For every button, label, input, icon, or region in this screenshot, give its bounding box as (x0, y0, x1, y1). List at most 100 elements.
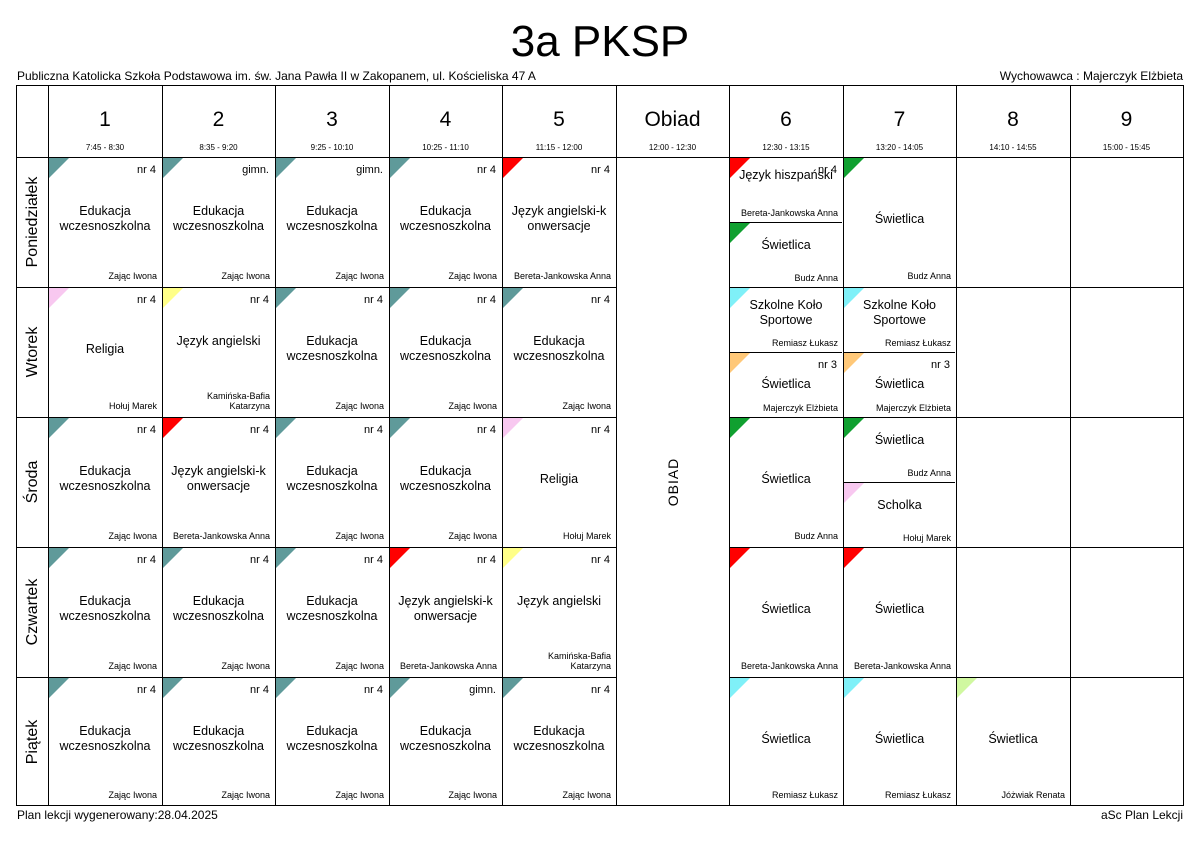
lesson-cell[interactable]: nr 4 Język angielski Kamińska-Bafia Katarz… (503, 548, 615, 676)
room-label: nr 4 (591, 424, 610, 436)
lesson-cell[interactable]: Świetlica Budz Anna (730, 418, 842, 546)
room-label: nr 4 (818, 164, 837, 176)
lesson-cell[interactable]: Świetlica Remiasz Łukasz (730, 678, 842, 805)
period-number: 7 (893, 108, 906, 131)
lesson-cell[interactable]: Świetlica Bereta-Jankowska Anna (844, 548, 955, 676)
teacher-name: Zając Iwona (335, 271, 384, 281)
lesson-cell[interactable]: nr 4 Edukacja wczesnoszkolna Zając Iwona (390, 158, 501, 286)
subject-name: Język angielski-k onwersacje (511, 204, 607, 233)
room-label: nr 4 (477, 424, 496, 436)
lesson-cell[interactable]: nr 4 Edukacja wczesnoszkolna Zając Iwona (276, 288, 388, 416)
teacher-name: Budz Anna (907, 271, 951, 281)
lesson-cell[interactable]: nr 4 Edukacja wczesnoszkolna Zając Iwona (390, 288, 501, 416)
color-marker (844, 678, 864, 698)
lesson-cell[interactable]: nr 4 Język angielski-k onwersacje Bereta-J… (503, 158, 615, 286)
grid-line (17, 676, 616, 678)
teacher-name: Majerczyk Elżbieta (875, 403, 951, 413)
room-label: nr 4 (137, 554, 156, 566)
teacher-name: Remiasz Łukasz (884, 338, 951, 348)
color-marker (49, 288, 69, 308)
lesson-cell[interactable]: Scholka Hołuj Marek (844, 483, 955, 546)
teacher-name: Zając Iwona (335, 401, 384, 411)
grid-line (728, 86, 730, 806)
lesson-cell[interactable]: gimn. Edukacja wczesnoszkolna Zając Iwona (163, 158, 274, 286)
lesson-cell[interactable]: nr 4 Edukacja wczesnoszkolna Zając Iwona (276, 418, 388, 546)
period-number: 9 (1120, 108, 1133, 131)
lesson-cell[interactable]: nr 4 Edukacja wczesnoszkolna Zając Iwona (503, 678, 615, 805)
period-header: 8 14:10 - 14:55 (956, 86, 1070, 157)
color-marker (503, 158, 523, 178)
subject-name: Edukacja wczesnoszkolna (399, 724, 491, 753)
color-marker (844, 288, 864, 308)
subject-name: Edukacja wczesnoszkolna (286, 724, 378, 753)
teacher-name: Budz Anna (907, 468, 951, 478)
lesson-cell[interactable]: Świetlica Budz Anna (844, 418, 955, 481)
school-name: Publiczna Katolicka Szkoła Podstawowa im… (17, 69, 536, 83)
room-label: nr 4 (591, 554, 610, 566)
lesson-cell[interactable]: nr 4 Edukacja wczesnoszkolna Zając Iwona (49, 678, 161, 805)
teacher-name: Zając Iwona (108, 531, 157, 541)
lesson-cell[interactable]: nr 4 Edukacja wczesnoszkolna Zając Iwona (163, 678, 274, 805)
color-marker (730, 223, 750, 243)
lesson-cell[interactable]: nr 4 Edukacja wczesnoszkolna Zając Iwona (49, 418, 161, 546)
grid-line (615, 86, 617, 806)
subject-name: Edukacja wczesnoszkolna (513, 334, 605, 363)
teacher-name: Zając Iwona (108, 661, 157, 671)
subject-name: Szkolne Koło Sportowe (863, 298, 936, 327)
color-marker (49, 548, 69, 568)
period-header: Obiad 12:00 - 12:30 (616, 86, 729, 157)
teacher-name: Remiasz Łukasz (771, 338, 838, 348)
color-marker (163, 158, 183, 178)
color-marker (163, 288, 183, 308)
split-divider (844, 482, 955, 483)
lesson-cell[interactable]: gimn. Edukacja wczesnoszkolna Zając Iwona (390, 678, 501, 805)
subject-name: Edukacja wczesnoszkolna (286, 334, 378, 363)
period-time: 13:20 - 14:05 (875, 143, 924, 152)
lesson-cell[interactable]: nr 4 Edukacja wczesnoszkolna Zając Iwona (49, 548, 161, 676)
color-marker (503, 548, 523, 568)
lesson-cell[interactable]: nr 4 Edukacja wczesnoszkolna Zając Iwona (276, 678, 388, 805)
lesson-cell[interactable]: Świetlica Remiasz Łukasz (844, 678, 955, 805)
lesson-cell[interactable]: nr 4 Edukacja wczesnoszkolna Zając Iwona (390, 418, 501, 546)
split-divider (730, 352, 842, 353)
lesson-cell[interactable]: Świetlica Bereta-Jankowska Anna (730, 548, 842, 676)
teacher-name: Bereta-Jankowska Anna (513, 271, 611, 281)
lesson-cell[interactable]: Szkolne Koło Sportowe Remiasz Łukasz (844, 288, 955, 351)
lesson-cell[interactable]: nr 4 Edukacja wczesnoszkolna Zając Iwona (503, 288, 615, 416)
grid-line (17, 286, 616, 288)
room-label: nr 4 (364, 424, 383, 436)
room-label: gimn. (469, 684, 496, 696)
lesson-cell[interactable]: Świetlica Budz Anna (730, 223, 842, 286)
day-label: Poniedziałek (17, 157, 48, 287)
teacher-name: Zając Iwona (335, 531, 384, 541)
obiad-label: OBIAD (664, 457, 681, 506)
lesson-cell[interactable]: nr 4 Edukacja wczesnoszkolna Zając Iwona (49, 158, 161, 286)
lesson-cell[interactable]: nr 4 Język angielski Kamińska-Bafia Katarz… (163, 288, 274, 416)
lesson-cell[interactable]: nr 4 Religia Hołuj Marek (503, 418, 615, 546)
room-label: nr 4 (137, 294, 156, 306)
teacher-name: Bereta-Jankowska Anna (740, 208, 838, 218)
lesson-cell[interactable]: Szkolne Koło Sportowe Remiasz Łukasz (730, 288, 842, 351)
color-marker (844, 158, 864, 178)
lesson-cell[interactable]: gimn. Edukacja wczesnoszkolna Zając Iwona (276, 158, 388, 286)
color-marker (49, 678, 69, 698)
obiad-column: OBIAD (616, 157, 729, 806)
lesson-cell[interactable]: Świetlica Jóżwiak Renata (957, 678, 1069, 805)
period-number: 1 (99, 108, 111, 131)
teacher-name: Zając Iwona (221, 661, 270, 671)
lesson-cell[interactable]: nr 4 Religia Hołuj Marek (49, 288, 161, 416)
period-number: 6 (780, 108, 792, 131)
lesson-cell[interactable]: nr 4 Edukacja wczesnoszkolna Zając Iwona (163, 548, 274, 676)
day-name: Środa (23, 460, 41, 504)
room-label: nr 3 (818, 359, 837, 371)
lesson-cell[interactable]: nr 3 Świetlica Majerczyk Elżbieta (730, 353, 842, 416)
lesson-cell[interactable]: nr 4 Język hiszpański Bereta-Jankowska Ann… (730, 158, 842, 221)
subject-name: Świetlica (874, 211, 925, 226)
lesson-cell[interactable]: nr 4 Język angielski-k onwersacje Bereta-J… (163, 418, 274, 546)
teacher-name: Budz Anna (794, 273, 838, 283)
lesson-cell[interactable]: Świetlica Budz Anna (844, 158, 955, 286)
lesson-cell[interactable]: nr 4 Język angielski-k onwersacje Bereta-J… (390, 548, 501, 676)
lesson-cell[interactable]: nr 4 Edukacja wczesnoszkolna Zając Iwona (276, 548, 388, 676)
subject-name: Edukacja wczesnoszkolna (513, 724, 605, 753)
lesson-cell[interactable]: nr 3 Świetlica Majerczyk Elżbieta (844, 353, 955, 416)
